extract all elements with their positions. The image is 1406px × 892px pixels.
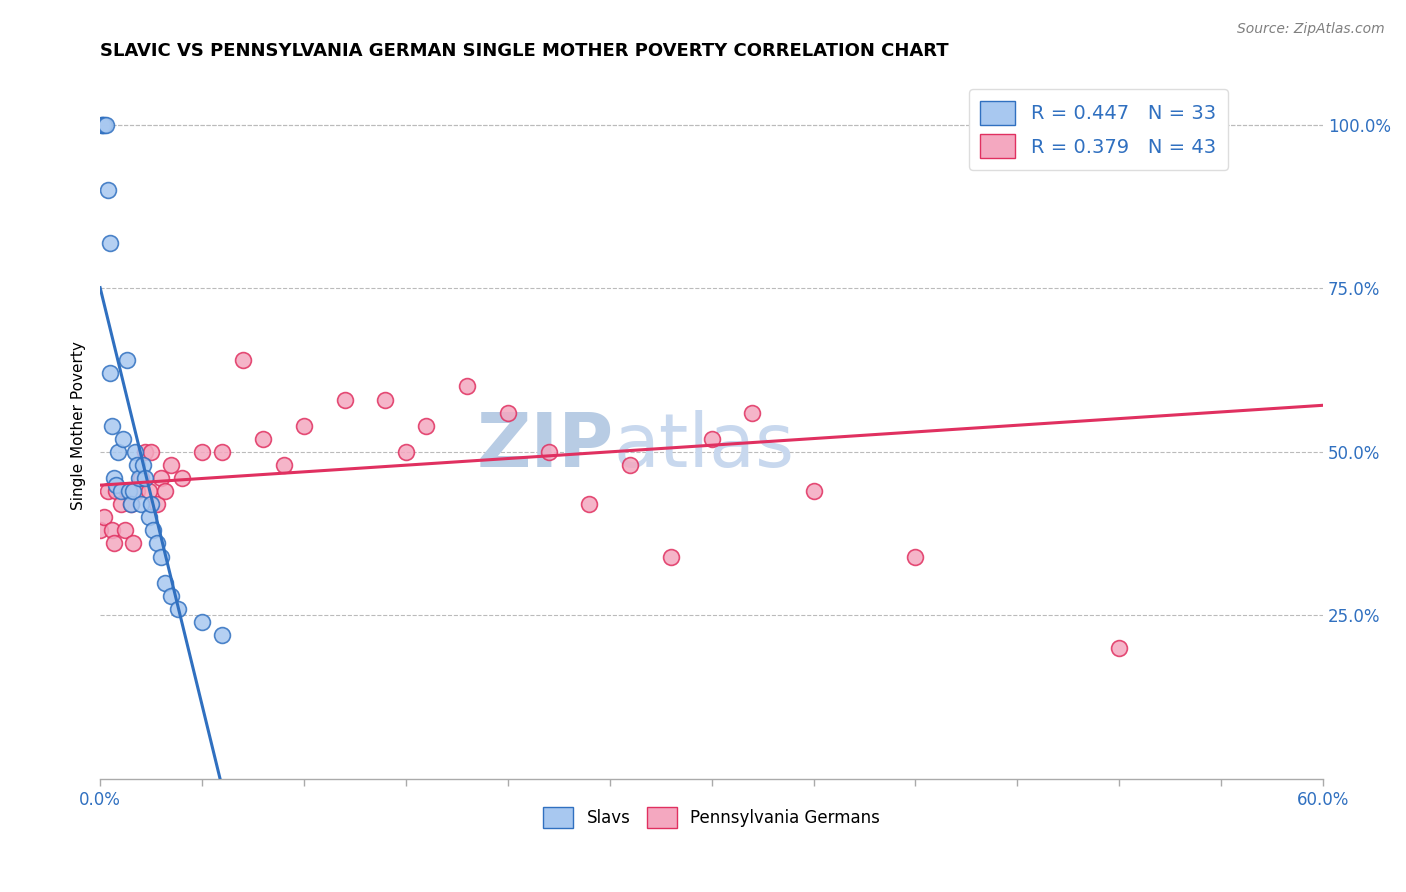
Point	[166, 602, 188, 616]
Point	[578, 497, 600, 511]
Point	[115, 353, 138, 368]
Point	[160, 589, 183, 603]
Point	[155, 575, 177, 590]
Legend: Slavs, Pennsylvania Germans: Slavs, Pennsylvania Germans	[537, 800, 887, 834]
Point	[98, 367, 121, 381]
Point	[374, 392, 396, 407]
Text: SLAVIC VS PENNSYLVANIA GERMAN SINGLE MOTHER POVERTY CORRELATION CHART: SLAVIC VS PENNSYLVANIA GERMAN SINGLE MOT…	[100, 42, 949, 60]
Point	[395, 445, 418, 459]
Point	[803, 484, 825, 499]
Point	[139, 445, 162, 459]
Point	[105, 484, 128, 499]
Point	[456, 379, 478, 393]
Point	[134, 445, 156, 459]
Point	[191, 615, 214, 629]
Point	[211, 628, 233, 642]
Point	[132, 458, 155, 472]
Point	[120, 497, 142, 511]
Point	[89, 524, 111, 538]
Point	[211, 445, 233, 459]
Text: atlas: atlas	[614, 410, 794, 483]
Point	[120, 497, 142, 511]
Point	[904, 549, 927, 564]
Point	[125, 458, 148, 472]
Point	[142, 524, 165, 538]
Point	[232, 353, 254, 368]
Point	[121, 536, 143, 550]
Point	[155, 484, 177, 499]
Point	[110, 497, 132, 511]
Point	[1108, 641, 1130, 656]
Point	[121, 484, 143, 499]
Point	[252, 432, 274, 446]
Point	[118, 484, 141, 499]
Point	[124, 445, 146, 459]
Point	[114, 524, 136, 538]
Point	[191, 445, 214, 459]
Point	[292, 418, 315, 433]
Point	[93, 510, 115, 524]
Point	[96, 118, 118, 132]
Point	[170, 471, 193, 485]
Point	[91, 118, 114, 132]
Point	[150, 549, 173, 564]
Point	[273, 458, 295, 472]
Point	[659, 549, 682, 564]
Point	[107, 445, 129, 459]
Point	[111, 432, 134, 446]
Point	[125, 484, 148, 499]
Point	[146, 497, 169, 511]
Point	[93, 118, 115, 132]
Point	[97, 484, 120, 499]
Point	[129, 471, 152, 485]
Point	[97, 183, 120, 197]
Point	[619, 458, 641, 472]
Point	[103, 536, 125, 550]
Point	[101, 524, 124, 538]
Point	[160, 458, 183, 472]
Point	[150, 471, 173, 485]
Text: ZIP: ZIP	[477, 410, 614, 483]
Point	[537, 445, 560, 459]
Point	[129, 497, 152, 511]
Text: Source: ZipAtlas.com: Source: ZipAtlas.com	[1237, 22, 1385, 37]
Point	[415, 418, 437, 433]
Point	[134, 471, 156, 485]
Point	[146, 536, 169, 550]
Point	[105, 477, 128, 491]
Point	[700, 432, 723, 446]
Point	[91, 118, 114, 132]
Point	[741, 406, 763, 420]
Point	[138, 484, 160, 499]
Point	[110, 484, 132, 499]
Point	[139, 497, 162, 511]
Point	[1149, 118, 1171, 132]
Point	[98, 235, 121, 250]
Y-axis label: Single Mother Poverty: Single Mother Poverty	[72, 342, 86, 510]
Point	[128, 471, 150, 485]
Point	[103, 471, 125, 485]
Point	[115, 484, 138, 499]
Point	[101, 418, 124, 433]
Point	[496, 406, 519, 420]
Point	[138, 510, 160, 524]
Point	[333, 392, 356, 407]
